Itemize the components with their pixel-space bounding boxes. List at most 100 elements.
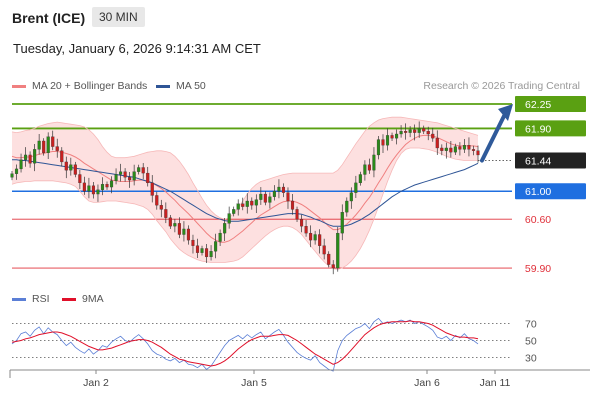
candle xyxy=(14,168,19,174)
candle xyxy=(186,228,190,241)
candle xyxy=(105,184,109,188)
candle xyxy=(462,145,466,150)
candle xyxy=(408,129,412,133)
candle xyxy=(55,146,59,151)
candle xyxy=(87,185,91,192)
rsi-9ma-line xyxy=(11,320,479,367)
bb-lower-line xyxy=(11,147,478,270)
candle xyxy=(69,164,73,171)
candle xyxy=(182,228,186,235)
level-label-bg-61.44 xyxy=(515,152,586,169)
candle xyxy=(358,174,362,184)
candle xyxy=(263,193,267,203)
rsi-tick-label: 50 xyxy=(525,336,537,348)
candle xyxy=(435,138,439,149)
candle xyxy=(254,199,258,206)
legend-label-ma20: MA 20 + Bollinger Bands xyxy=(32,80,148,92)
candle xyxy=(440,147,444,151)
candle xyxy=(349,192,353,202)
candle xyxy=(300,219,304,227)
candle xyxy=(286,192,290,202)
timeframe-badge[interactable]: 30 MIN xyxy=(92,7,145,27)
candle xyxy=(385,135,390,146)
level-labels-layer: 62.25 61.90 61.44 61.00 60.60 59.90 xyxy=(515,95,586,275)
candle xyxy=(91,185,95,195)
candle xyxy=(345,200,349,213)
level-label-bg-61.00 xyxy=(515,183,586,200)
candle xyxy=(82,182,86,192)
candle xyxy=(467,145,471,150)
candle xyxy=(268,196,272,203)
candle xyxy=(33,149,37,164)
candle xyxy=(200,248,204,253)
candle xyxy=(259,193,263,200)
legend-9ma: 9MA xyxy=(62,293,104,305)
candle xyxy=(137,167,141,172)
timestamp: Tuesday, January 6, 2026 9:14:31 AM CET xyxy=(13,41,261,56)
instrument-title: Brent (ICE) xyxy=(12,10,86,26)
candle xyxy=(471,149,476,151)
legend-ma20-bb: MA 20 + Bollinger Bands xyxy=(12,80,147,92)
candle xyxy=(173,223,177,227)
bollinger-band xyxy=(12,117,478,270)
candle xyxy=(327,253,331,265)
candle xyxy=(114,174,118,181)
candle xyxy=(232,209,236,214)
bollinger-band-layer xyxy=(12,117,478,270)
candle xyxy=(449,147,453,153)
candle xyxy=(150,182,154,196)
candle xyxy=(241,203,245,207)
candle xyxy=(46,136,50,153)
x-tick-label: Jan 11 xyxy=(480,377,511,389)
candle xyxy=(100,184,105,190)
candle xyxy=(37,140,41,150)
candle xyxy=(290,200,295,210)
ma50-swatch xyxy=(156,84,170,88)
candle xyxy=(354,182,358,193)
candle xyxy=(218,232,222,242)
candle xyxy=(64,161,68,171)
candle xyxy=(51,136,55,147)
candle xyxy=(272,191,276,197)
candle xyxy=(141,167,145,174)
candle xyxy=(277,186,281,192)
candle xyxy=(444,147,448,151)
candle xyxy=(123,171,127,178)
bb-upper-line xyxy=(11,116,479,220)
level-label-61.90: 61.90 xyxy=(525,123,551,135)
level-label-bg-61.90 xyxy=(515,120,586,137)
ma20-line xyxy=(11,134,479,243)
candle xyxy=(164,209,168,218)
candle xyxy=(177,223,181,235)
candle xyxy=(60,150,64,163)
x-tick-label: Jan 6 xyxy=(414,377,440,389)
candle xyxy=(281,186,286,193)
candle xyxy=(304,226,308,234)
x-tick-label: Jan 5 xyxy=(241,377,267,389)
candle xyxy=(236,203,240,210)
candle xyxy=(340,212,344,234)
credit: Research © 2026 Trading Central xyxy=(423,80,580,92)
legend-label-9ma: 9MA xyxy=(82,293,104,305)
candle xyxy=(24,154,28,160)
level-label-60.60: 60.60 xyxy=(525,214,551,226)
candle xyxy=(250,200,254,206)
candle xyxy=(28,154,32,164)
candle xyxy=(318,234,322,246)
candle xyxy=(96,189,100,195)
rsi-panel: 70 50 30 xyxy=(11,317,537,372)
candle xyxy=(191,239,195,246)
candle xyxy=(42,140,46,153)
candle xyxy=(73,164,77,175)
candle xyxy=(128,177,132,181)
legend-ma50: MA 50 xyxy=(156,80,206,92)
candle xyxy=(168,217,172,227)
level-label-61.44: 61.44 xyxy=(525,156,551,168)
candle xyxy=(372,154,376,171)
candle xyxy=(78,174,82,184)
candle xyxy=(109,180,114,188)
candles-layer xyxy=(10,121,480,275)
candle xyxy=(313,234,317,241)
candle xyxy=(119,171,123,175)
